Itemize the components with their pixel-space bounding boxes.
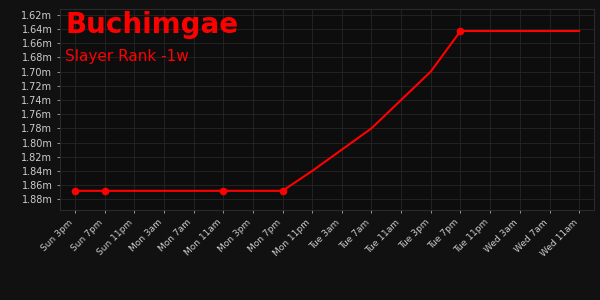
Point [100,188,109,193]
Text: Slayer Rank -1w: Slayer Rank -1w [65,49,189,64]
Point [456,28,466,33]
Point [218,188,228,193]
Point [278,188,287,193]
Text: Buchimgae: Buchimgae [65,11,238,39]
Point [70,188,80,193]
